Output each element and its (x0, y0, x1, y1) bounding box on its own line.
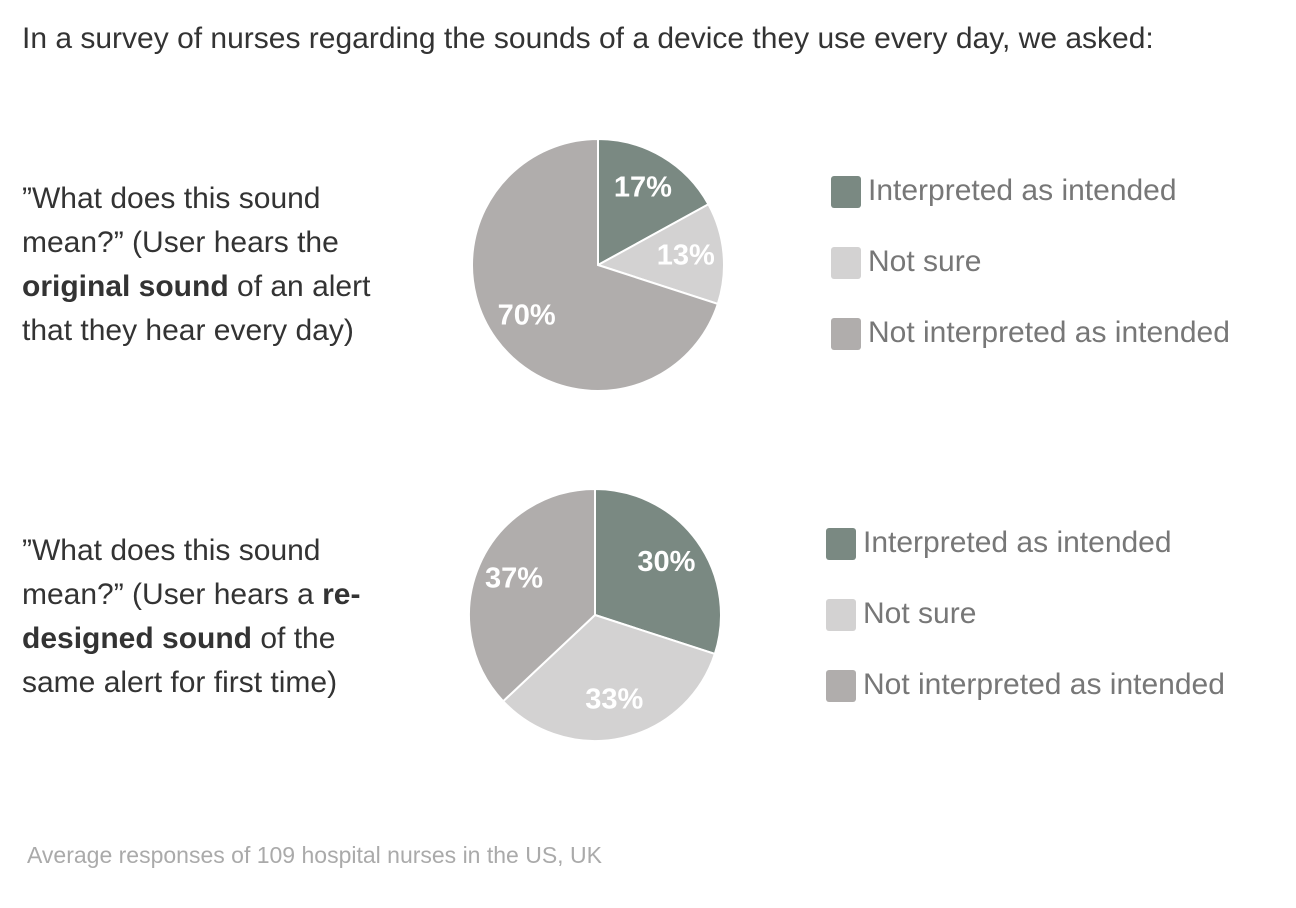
legend-label: Interpreted as intended (868, 174, 1177, 207)
question-text: of an alert that they hear every day) (22, 270, 371, 347)
legend-swatch (831, 176, 861, 208)
legend-swatch (826, 599, 856, 631)
question: ”What does this sound mean?” (User hears… (22, 529, 417, 705)
value-label: 17% (614, 172, 672, 204)
value-label: 70% (498, 299, 556, 331)
legend-label: Interpreted as intended (863, 526, 1172, 559)
question-text: re-designed sound (22, 578, 361, 655)
legend-swatch (831, 247, 861, 279)
pie-slice (501, 613, 717, 742)
pie-slice (594, 487, 722, 656)
legend-swatch (826, 528, 856, 560)
value-label: 37% (485, 563, 543, 595)
legend-swatch (831, 318, 861, 350)
question: ”What does this sound mean?” (User hears… (22, 177, 417, 353)
pie-slice (595, 202, 725, 306)
pie-slice (471, 137, 720, 392)
value-label: 13% (657, 239, 715, 271)
question-text: ”What does this sound mean?” (User hears… (22, 534, 323, 611)
value-label: 30% (637, 546, 695, 578)
pie-slice (597, 137, 710, 267)
legend-label: Not sure (868, 245, 981, 278)
legend-swatch (826, 670, 856, 702)
legend-label: Not interpreted as intended (863, 668, 1225, 701)
title: In a survey of nurses regarding the soun… (22, 22, 1154, 55)
value-label: 33% (585, 684, 643, 716)
legend-label: Not sure (863, 597, 976, 630)
question-text: original sound (22, 270, 229, 303)
question-text: ”What does this sound mean?” (User hears… (22, 182, 339, 259)
pie-slice (468, 487, 596, 703)
legend-label: Not interpreted as intended (868, 316, 1230, 349)
question-text: of the same alert for first time) (22, 622, 338, 699)
footnote: Average responses of 109 hospital nurses… (27, 842, 602, 868)
